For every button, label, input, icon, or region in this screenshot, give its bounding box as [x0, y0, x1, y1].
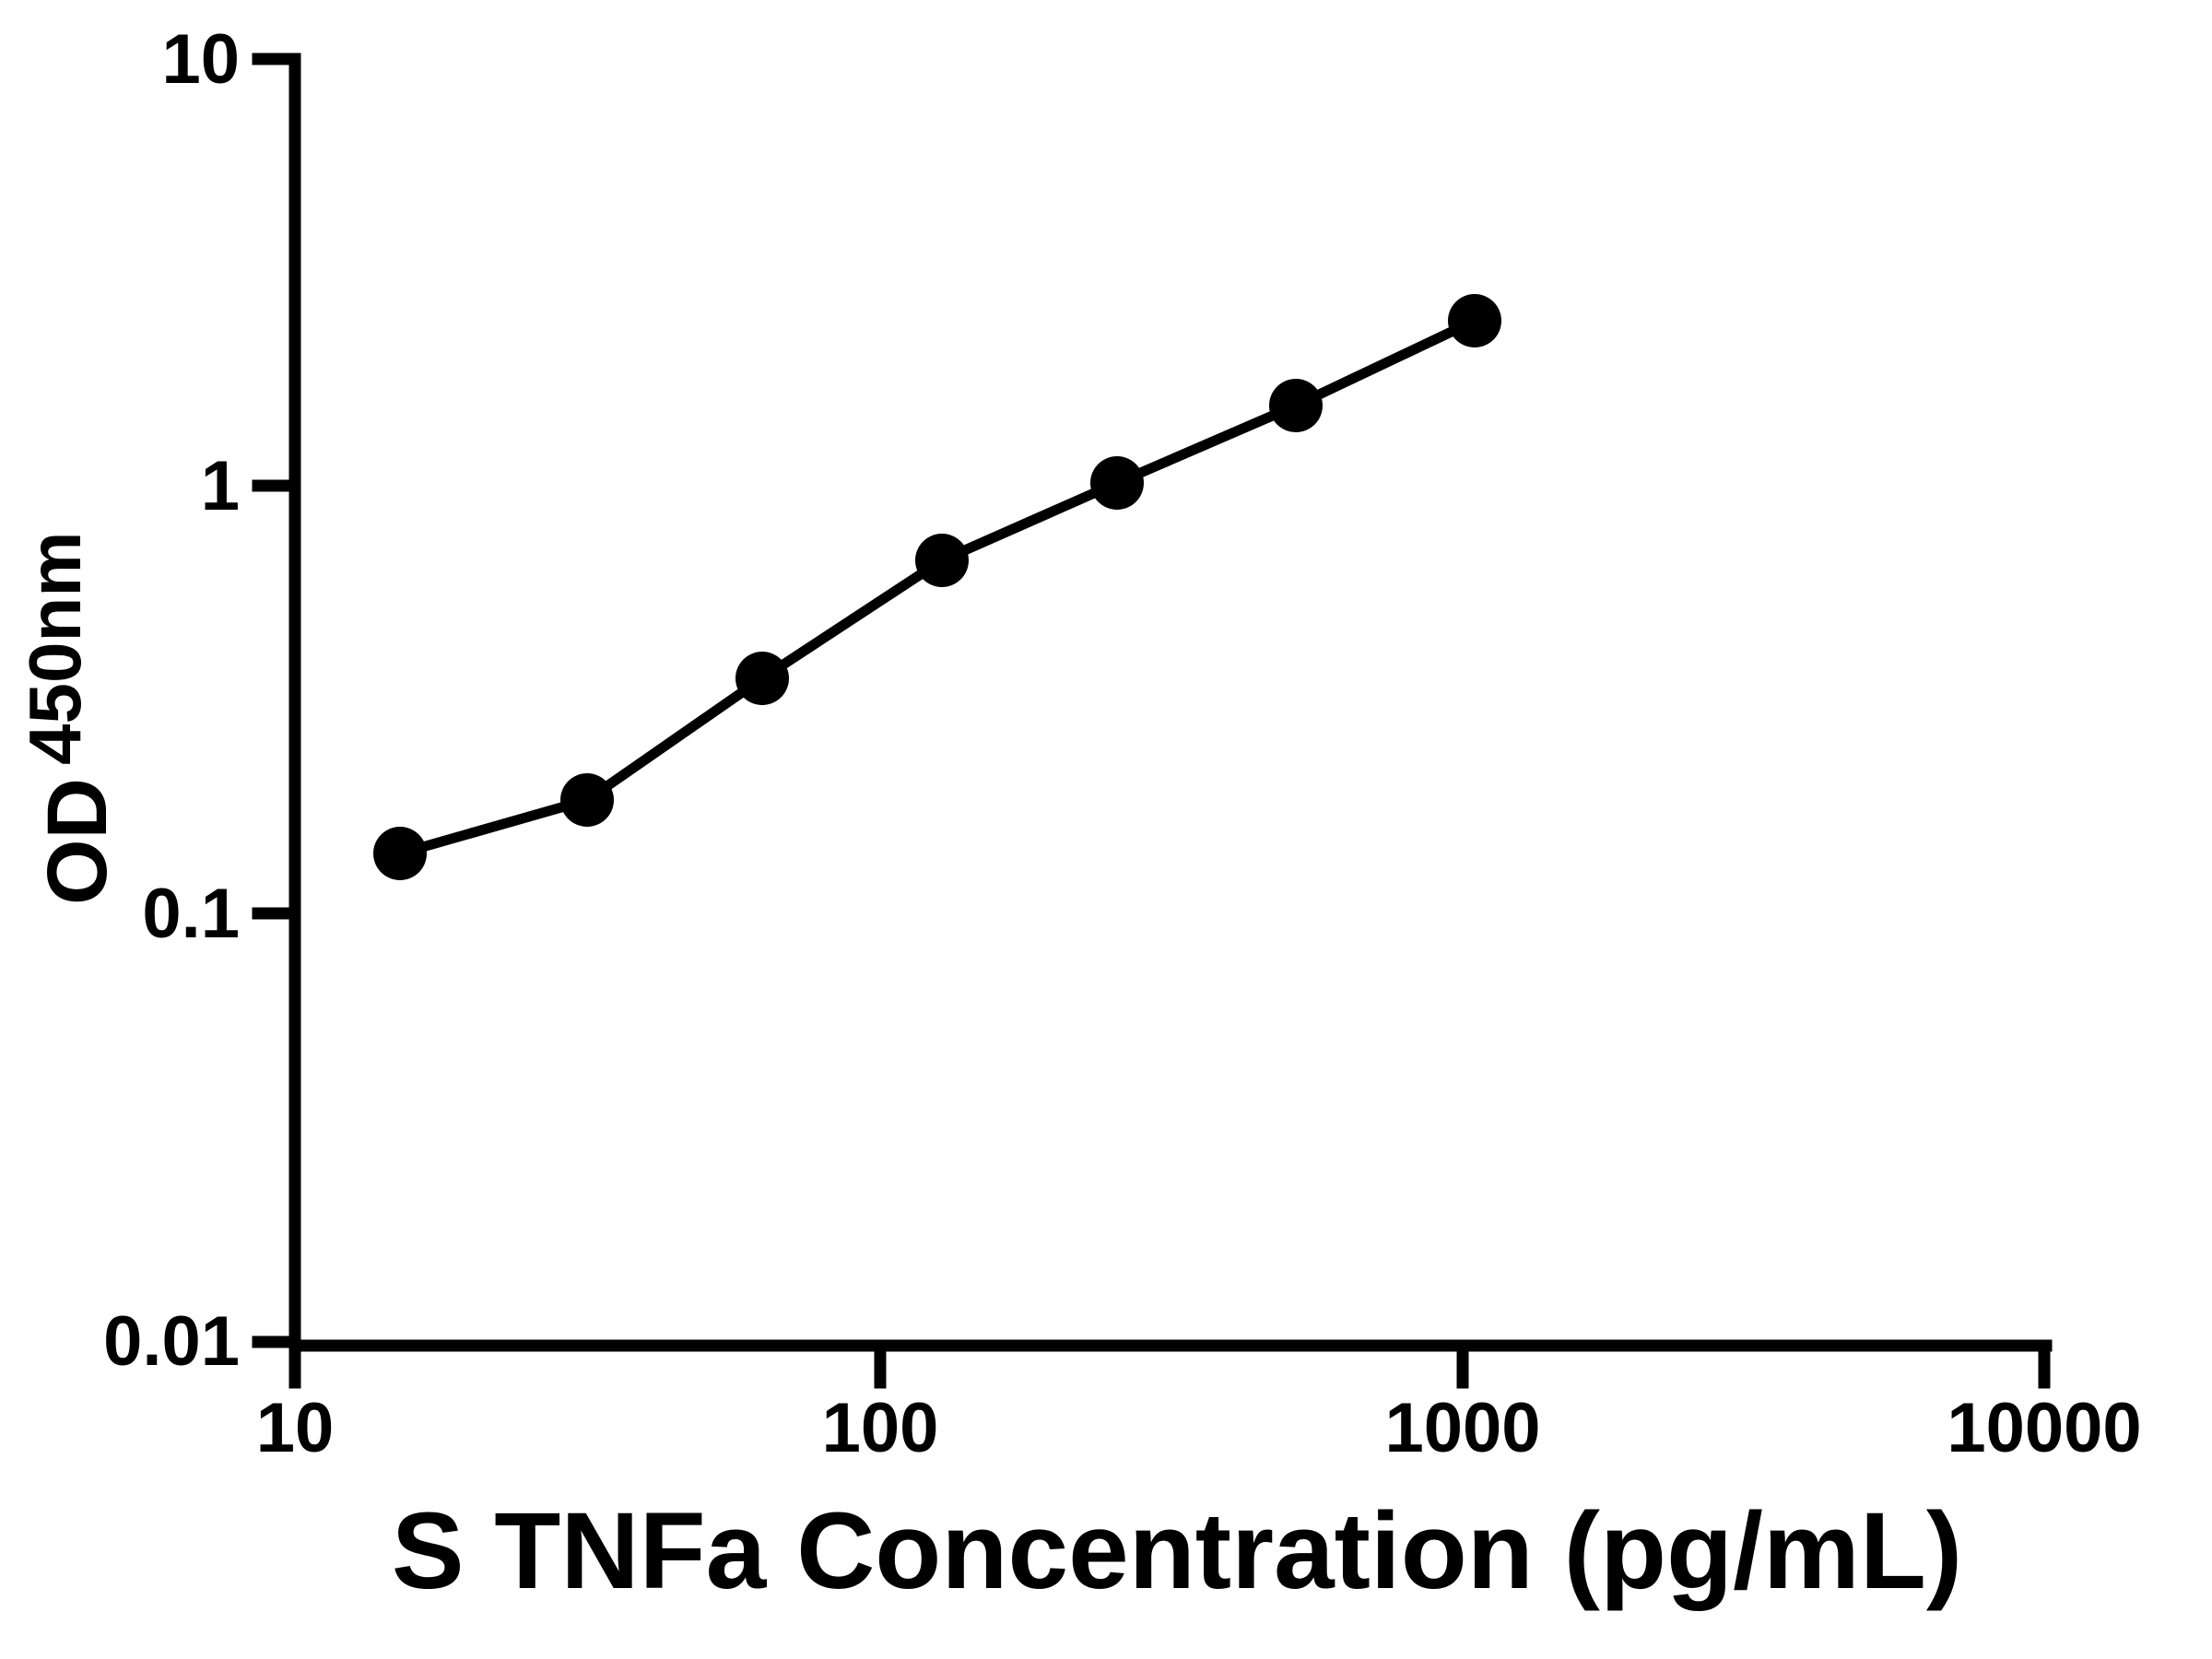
- svg-text:0.1: 0.1: [142, 875, 240, 953]
- svg-text:0.01: 0.01: [103, 1302, 240, 1381]
- svg-text:1: 1: [201, 447, 240, 525]
- svg-text:10: 10: [256, 1389, 335, 1467]
- svg-text:10: 10: [161, 20, 240, 99]
- svg-text:100: 100: [822, 1389, 939, 1467]
- svg-text:OD: OD: [30, 778, 124, 905]
- svg-text:450nm: 450nm: [14, 532, 96, 765]
- svg-text:S TNFa Concentration (pg/mL): S TNFa Concentration (pg/mL): [392, 1490, 1962, 1612]
- svg-text:10000: 10000: [1947, 1389, 2141, 1467]
- svg-text:1000: 1000: [1384, 1389, 1540, 1467]
